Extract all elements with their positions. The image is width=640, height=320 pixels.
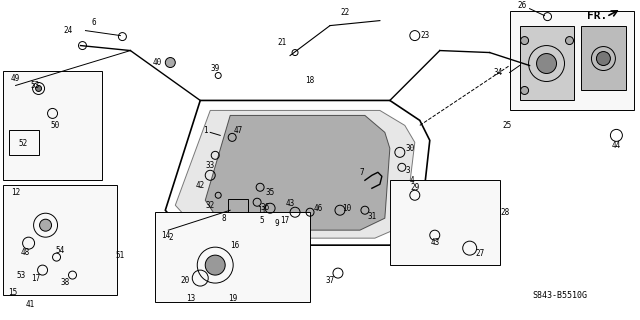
Bar [3,185,117,295]
Text: 53: 53 [31,81,40,90]
Text: 22: 22 [340,8,349,17]
Text: 17: 17 [31,274,40,283]
Text: 43: 43 [285,199,294,208]
Text: 29: 29 [410,183,419,192]
Bar [582,26,627,91]
Circle shape [520,36,529,44]
Text: 28: 28 [500,208,509,217]
Text: 31: 31 [367,212,376,221]
Text: 30: 30 [405,144,415,153]
Text: 37: 37 [325,276,335,284]
Circle shape [566,36,573,44]
Text: 15: 15 [8,288,17,297]
Text: 4: 4 [410,176,414,185]
Text: 52: 52 [19,139,28,148]
Text: 26: 26 [517,1,526,10]
Text: 12: 12 [11,188,20,197]
Text: 50: 50 [51,121,60,130]
Text: 5: 5 [260,216,264,225]
Text: 21: 21 [278,38,287,47]
Text: 24: 24 [64,26,73,35]
Circle shape [36,85,42,92]
Bar [520,26,575,100]
Text: 48: 48 [21,248,30,257]
Text: 18: 18 [305,76,315,85]
Circle shape [40,219,52,231]
Text: 9: 9 [275,219,280,228]
Text: 47: 47 [234,126,243,135]
Text: 25: 25 [502,121,511,130]
Bar [3,70,102,180]
Text: 49: 49 [11,74,20,83]
Text: 23: 23 [420,31,429,40]
Text: 8: 8 [222,214,227,223]
Text: 53: 53 [16,271,25,280]
Polygon shape [205,116,390,230]
Circle shape [205,255,225,275]
Bar [390,180,500,265]
Text: 32: 32 [205,201,215,210]
Text: 35: 35 [266,188,275,197]
Text: 38: 38 [61,277,70,287]
Text: 3: 3 [406,166,410,175]
Text: 10: 10 [342,204,351,213]
Text: FR.: FR. [588,11,607,20]
Text: 19: 19 [228,293,238,302]
Text: 13: 13 [186,293,195,302]
Circle shape [596,52,611,66]
Text: 34: 34 [493,68,502,77]
Text: 1: 1 [203,126,207,135]
Text: 6: 6 [91,18,96,27]
Text: 51: 51 [116,251,125,260]
Text: 42: 42 [196,181,205,190]
Circle shape [165,58,175,68]
Polygon shape [175,110,415,238]
Text: 17: 17 [280,216,290,225]
Text: 46: 46 [314,204,323,213]
Text: 40: 40 [153,58,162,67]
Text: 14: 14 [161,231,170,240]
Text: 27: 27 [475,249,484,258]
Text: 39: 39 [211,64,220,73]
Bar [509,11,634,110]
Bar [228,199,248,214]
Bar [8,130,38,155]
Circle shape [520,86,529,94]
Text: 16: 16 [230,241,240,250]
Text: 36: 36 [260,203,269,212]
Bar [156,212,310,302]
Text: 7: 7 [360,168,364,177]
Text: S843-B5510G: S843-B5510G [532,291,587,300]
Text: 2: 2 [168,233,173,242]
Text: 54: 54 [56,246,65,255]
Text: 20: 20 [180,276,190,284]
Text: 44: 44 [612,141,621,150]
Text: 43: 43 [430,238,440,247]
Text: 11: 11 [257,206,267,215]
Circle shape [536,53,557,74]
Text: 33: 33 [205,161,215,170]
Text: 41: 41 [26,300,35,308]
